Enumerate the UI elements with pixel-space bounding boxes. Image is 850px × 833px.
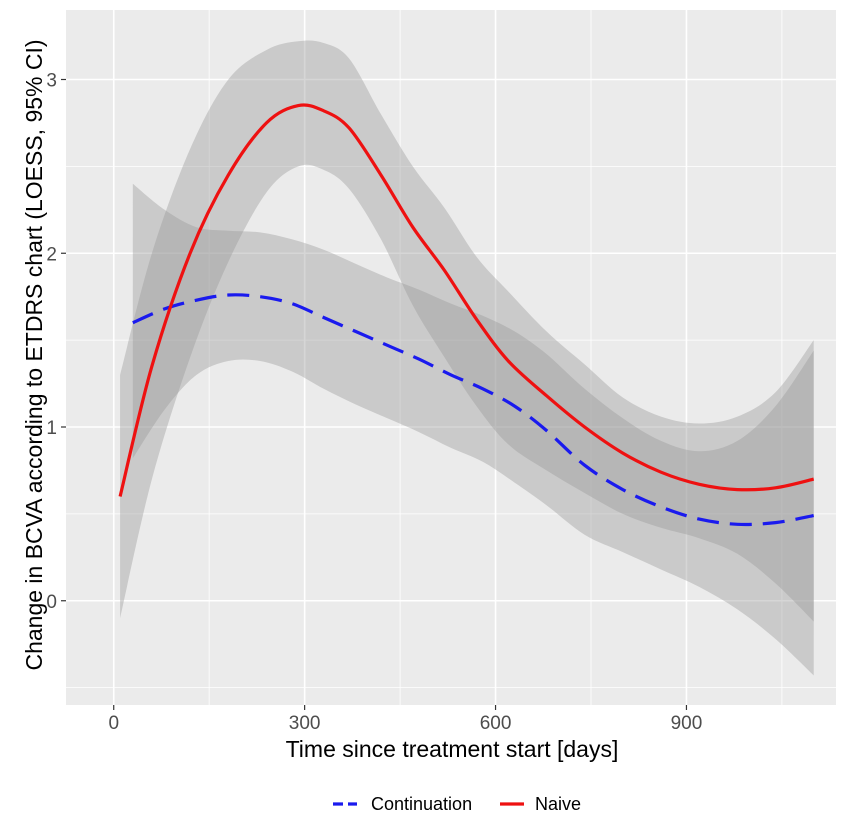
line-continuation [132, 293, 814, 527]
x-tick-label: 900 [671, 713, 703, 734]
grid-major [66, 10, 836, 705]
y-tick-label: 3 [46, 71, 57, 92]
legend-label-continuation: Continuation [371, 794, 472, 814]
legend: Continuation Naive [333, 794, 581, 814]
x-tick-label: 600 [480, 713, 512, 734]
x-tick-label: 300 [289, 713, 321, 734]
x-tick-label: 0 [108, 713, 119, 734]
y-tick-label: 1 [46, 418, 57, 439]
chart-panel [66, 10, 836, 705]
y-axis: 0 1 2 3 [46, 71, 66, 613]
y-axis-title: Change in BCVA according to ETDRS chart … [21, 39, 47, 670]
series-lines [118, 103, 815, 527]
legend-label-naive: Naive [535, 794, 581, 814]
ribbon-naive [120, 40, 814, 622]
y-tick-label: 0 [46, 592, 57, 613]
y-tick-label: 2 [46, 244, 57, 265]
grid-minor [66, 10, 836, 705]
x-axis-title: Time since treatment start [days] [286, 736, 619, 762]
line-naive [118, 103, 815, 497]
x-axis: 0 300 600 900 [108, 705, 702, 734]
